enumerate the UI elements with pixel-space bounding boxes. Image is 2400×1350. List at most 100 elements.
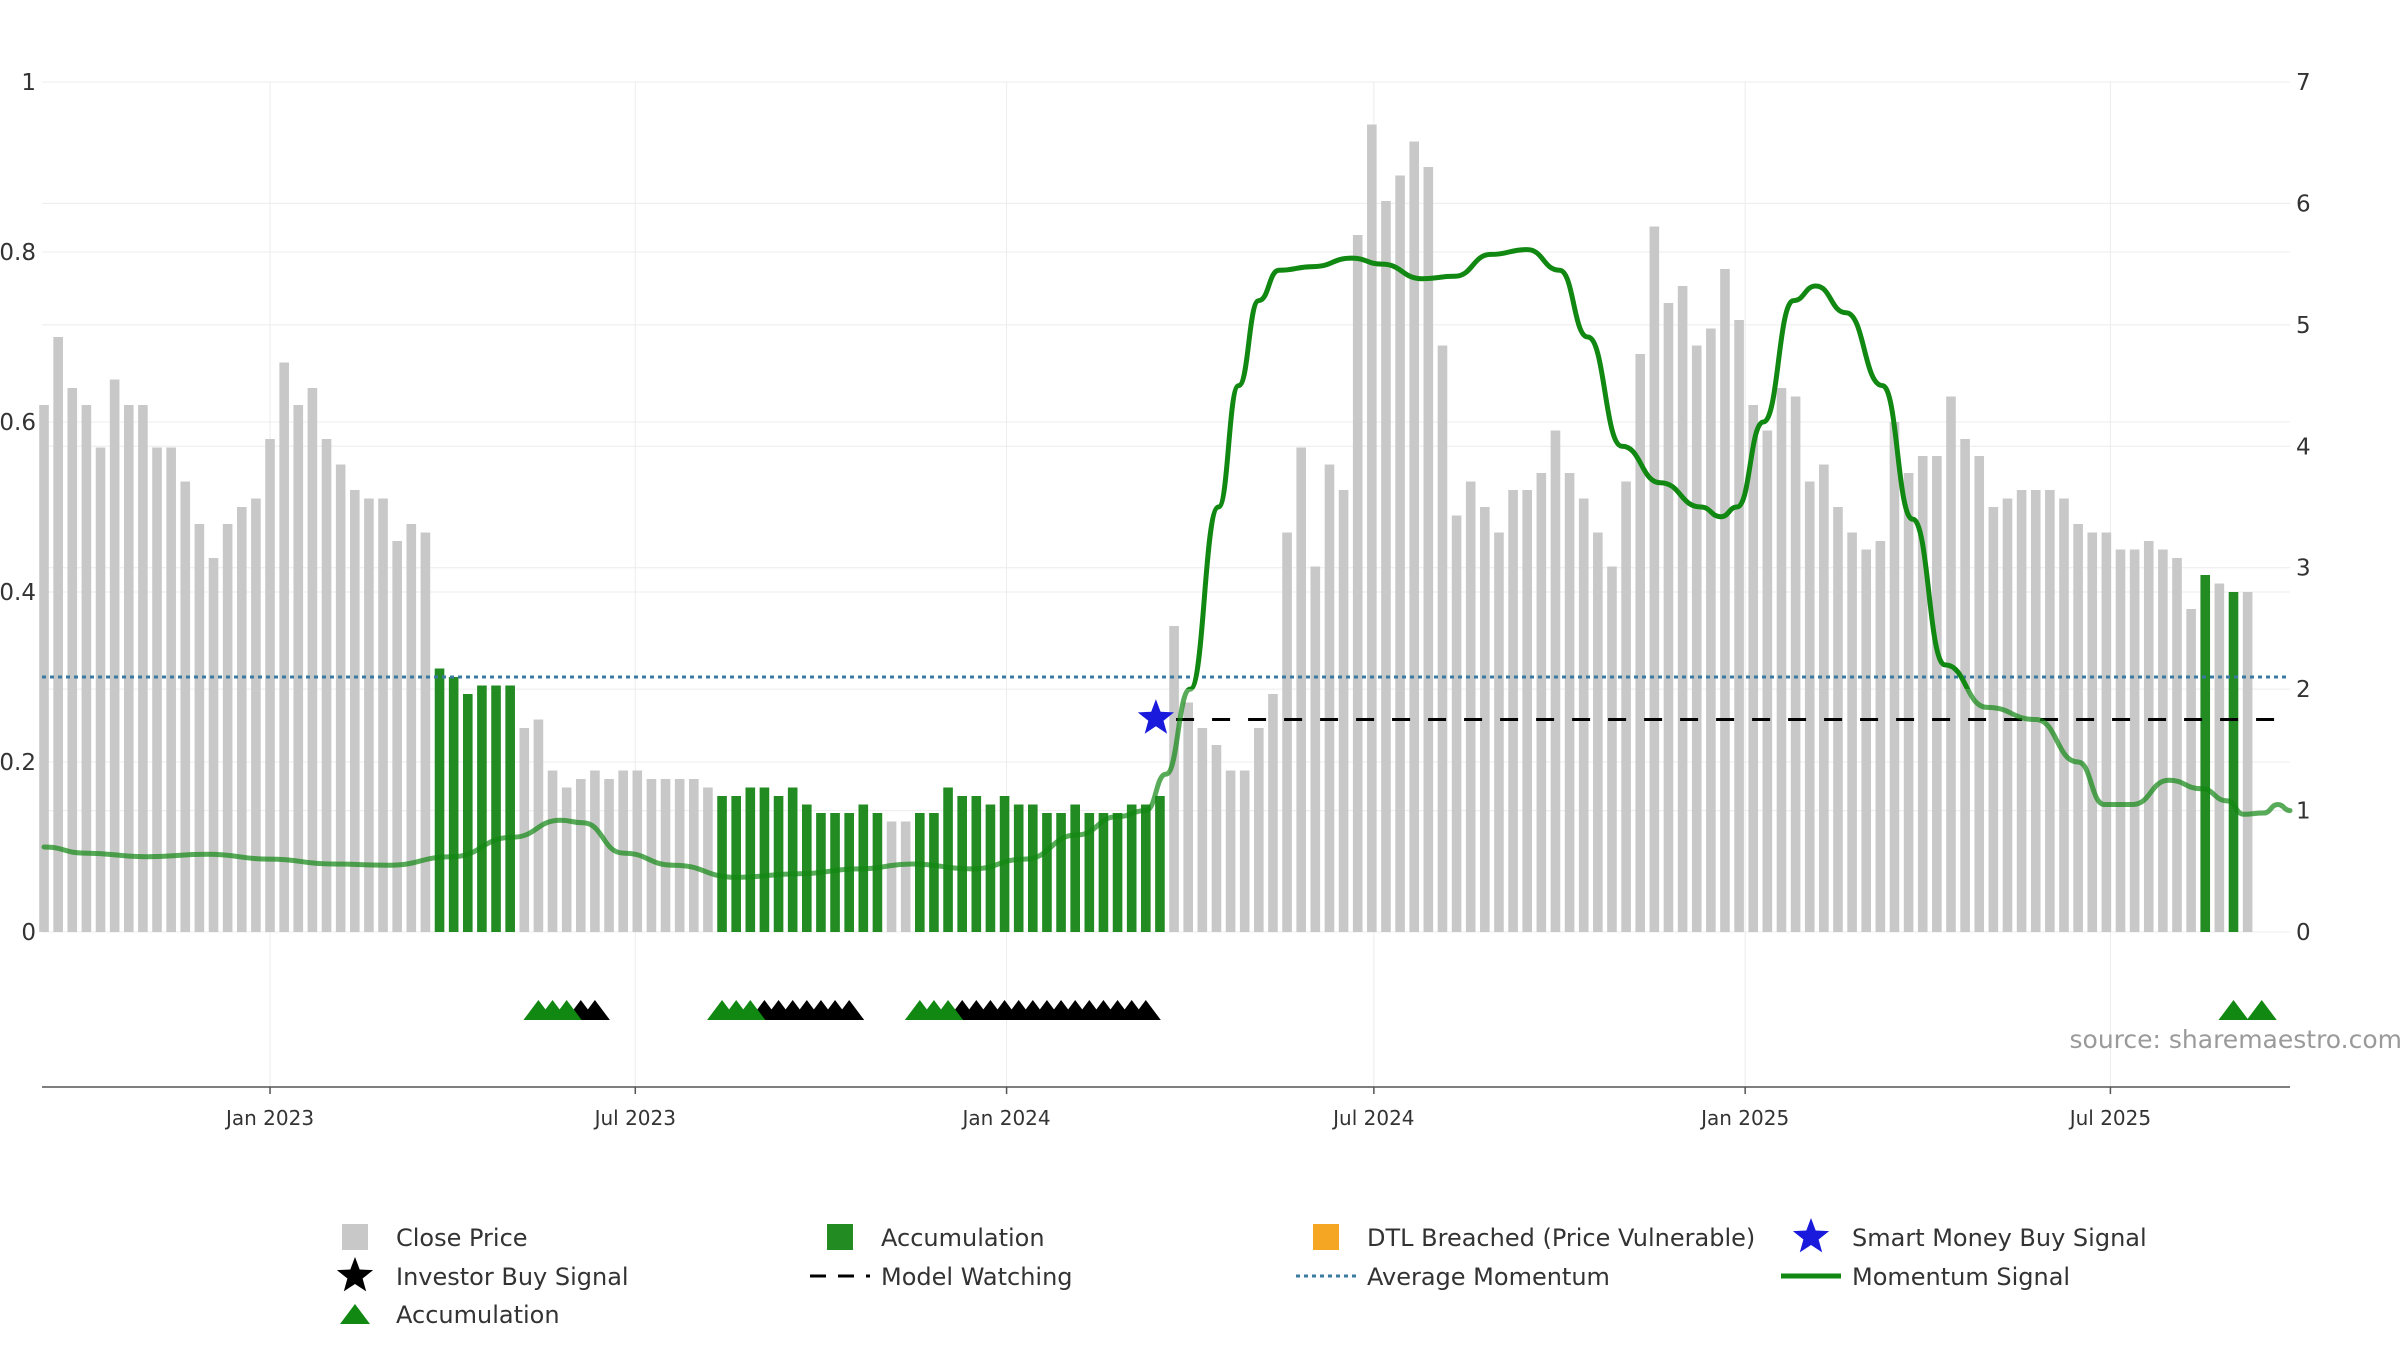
close-price-bar xyxy=(1734,320,1744,932)
close-price-bar xyxy=(1988,507,1999,932)
legend-label: Model Watching xyxy=(881,1263,1073,1291)
close-price-bar xyxy=(1663,303,1674,932)
accumulation-bar xyxy=(915,813,925,932)
close-price-bar xyxy=(1691,345,1702,932)
close-price-bar xyxy=(2158,549,2168,932)
left-tick-label: 0.4 xyxy=(0,580,36,606)
close-price-bar xyxy=(307,388,318,932)
close-price-bar xyxy=(138,405,148,932)
accumulation-bar xyxy=(872,813,883,932)
left-tick-label: 0.8 xyxy=(0,240,36,266)
close-price-bar xyxy=(378,498,388,932)
close-price-bar xyxy=(2115,549,2126,932)
left-tick-label: 0 xyxy=(21,920,36,946)
close-price-bar xyxy=(1593,532,1603,932)
close-price-bar xyxy=(1819,464,1829,932)
momentum-layer xyxy=(41,247,2293,880)
close-price-bar xyxy=(2087,532,2098,932)
close-price-bar xyxy=(335,464,346,932)
right-tick-label: 3 xyxy=(2296,556,2311,582)
accumulation-bar xyxy=(462,694,473,932)
close-price-bar xyxy=(1338,490,1349,932)
close-price-bar xyxy=(1790,396,1801,932)
accumulation-marker xyxy=(551,1000,582,1020)
legend-item-close_price: Close Price xyxy=(342,1224,528,1252)
close-price-bar xyxy=(392,541,402,932)
close-price-bar xyxy=(1762,430,1773,932)
legend-star xyxy=(1792,1218,1830,1253)
accumulation-bar xyxy=(1141,804,1151,932)
accumulation-bar xyxy=(957,796,967,932)
legend-label: Close Price xyxy=(396,1224,528,1252)
left-tick-label: 0.6 xyxy=(0,410,36,436)
close-price-bar xyxy=(1225,770,1236,932)
close-price-bar xyxy=(1621,481,1631,932)
close-price-bar xyxy=(1169,626,1179,932)
x-tick-label: Jan 2025 xyxy=(1699,1106,1789,1130)
close-price-bar xyxy=(2143,541,2154,932)
accumulation-bar xyxy=(745,787,756,932)
legend-swatch xyxy=(827,1224,853,1250)
close-price-bar xyxy=(604,779,614,932)
legend-label: Smart Money Buy Signal xyxy=(1852,1224,2147,1252)
accumulation-bar xyxy=(717,796,727,932)
accumulation-bar xyxy=(2200,575,2211,932)
close-price-bar xyxy=(1720,269,1730,932)
accumulation-bar xyxy=(943,787,953,932)
close-price-bar xyxy=(1804,481,1815,932)
close-price-bar xyxy=(1649,226,1660,932)
close-price-bar xyxy=(1480,507,1490,932)
accumulation-bar xyxy=(1070,804,1080,932)
close-price-bar xyxy=(166,447,176,932)
close-price-bar xyxy=(703,787,713,932)
close-price-bar xyxy=(1451,515,1462,932)
close-price-bar xyxy=(2016,490,2027,932)
close-price-bar xyxy=(222,524,233,932)
axes-layer: 0 0.2 0.4 0.6 0.8 1 0 1 2 3 4 5 6 7 Jan 2023 Jul 2023 Ja… xyxy=(0,70,2311,1130)
accumulation-bar xyxy=(971,796,982,932)
accumulation-bar xyxy=(2228,592,2239,932)
legend-label: DTL Breached (Price Vulnerable) xyxy=(1367,1224,1755,1252)
close-price-bar xyxy=(590,770,600,932)
close-price-bar xyxy=(1974,456,1985,932)
legend-item-dtl_breached: DTL Breached (Price Vulnerable) xyxy=(1313,1224,1755,1252)
close-price-bar xyxy=(1423,167,1434,932)
close-price-bar xyxy=(2186,609,2196,932)
close-price-bar xyxy=(1395,175,1405,932)
close-price-bar xyxy=(364,498,374,932)
source-label: source: sharemaestro.com xyxy=(2070,1025,2400,1054)
close-price-bar xyxy=(1296,447,1307,932)
close-price-bar xyxy=(1465,481,1476,932)
accumulation-bar xyxy=(1155,796,1165,932)
close-price-bar xyxy=(561,787,572,932)
accumulation-marker xyxy=(735,1000,766,1020)
close-price-bar xyxy=(1381,201,1391,932)
close-price-bar xyxy=(1324,464,1335,932)
close-price-bar xyxy=(406,524,417,932)
close-price-bar xyxy=(53,337,63,932)
smart-money-buy-star xyxy=(1137,699,1174,734)
close-price-bar xyxy=(152,447,162,932)
legend-label: Average Momentum xyxy=(1367,1263,1610,1291)
signals-layer xyxy=(1137,699,1174,734)
close-price-bar xyxy=(194,524,205,932)
close-price-bar xyxy=(1748,405,1759,932)
close-price-bar xyxy=(1367,124,1377,932)
accumulation-bar xyxy=(1028,804,1038,932)
legend-star xyxy=(336,1257,374,1292)
accumulation-bar xyxy=(491,685,501,932)
close-price-bar xyxy=(1889,422,1900,932)
legend-item-smart_money: Smart Money Buy Signal xyxy=(1792,1218,2147,1253)
close-price-bar xyxy=(1776,388,1787,932)
close-price-bar xyxy=(1437,345,1448,932)
close-price-bar xyxy=(67,388,78,932)
close-price-bar xyxy=(519,728,530,932)
legend-item-accumulation_bar: Accumulation xyxy=(827,1224,1045,1252)
close-price-bar xyxy=(1607,566,1617,932)
close-price-bar xyxy=(660,779,671,932)
close-price-bar xyxy=(547,770,558,932)
accumulation-bar xyxy=(773,796,784,932)
close-price-bar xyxy=(646,779,657,932)
legend-item-accumulation_marker: Accumulation xyxy=(340,1301,560,1329)
